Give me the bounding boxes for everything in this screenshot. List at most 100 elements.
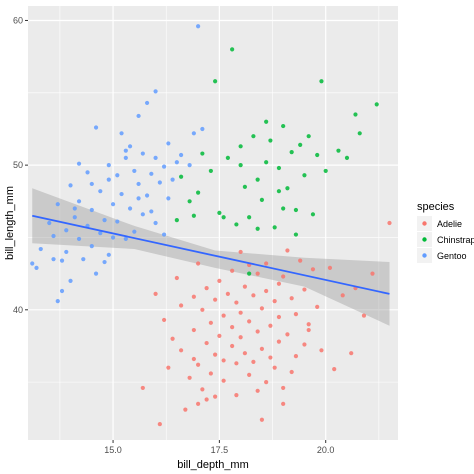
point-adelie	[204, 286, 209, 291]
point-adelie	[255, 388, 260, 393]
point-gentoo	[68, 278, 73, 283]
legend: species Adelie Chinstrap Gentoo	[417, 201, 474, 263]
point-adelie	[264, 288, 269, 294]
point-adelie	[238, 335, 243, 340]
point-chinstrap	[217, 210, 222, 215]
point-gentoo	[149, 171, 154, 176]
point-chinstrap	[276, 165, 282, 171]
point-chinstrap	[344, 155, 350, 160]
point-chinstrap	[259, 197, 265, 202]
point-gentoo	[102, 218, 107, 223]
point-chinstrap	[187, 199, 192, 204]
point-chinstrap	[179, 174, 184, 179]
point-adelie	[272, 299, 277, 304]
point-gentoo	[179, 152, 184, 158]
point-adelie	[225, 291, 230, 296]
data-points-layer	[30, 24, 392, 427]
point-gentoo	[115, 173, 120, 178]
y-tick-label: 50	[13, 160, 23, 170]
point-chinstrap	[196, 190, 201, 195]
point-adelie	[247, 319, 252, 324]
point-adelie	[221, 313, 226, 318]
point-adelie	[208, 371, 213, 376]
point-gentoo	[149, 209, 154, 214]
point-gentoo	[166, 141, 171, 146]
point-adelie	[268, 355, 273, 360]
legend-symbol-adelie	[422, 221, 427, 226]
point-gentoo	[59, 258, 65, 263]
point-adelie	[204, 340, 209, 346]
point-adelie	[293, 312, 299, 317]
point-adelie	[361, 313, 367, 318]
point-gentoo	[98, 189, 103, 194]
point-gentoo	[51, 233, 56, 239]
point-gentoo	[55, 202, 60, 207]
point-adelie	[208, 320, 213, 325]
point-chinstrap	[268, 138, 273, 143]
point-adelie	[191, 327, 196, 333]
y-tick-label: 40	[13, 305, 23, 315]
point-adelie	[234, 393, 239, 398]
point-chinstrap	[319, 79, 324, 84]
point-adelie	[319, 348, 324, 353]
x-tick-label: 20.0	[317, 445, 335, 455]
point-gentoo	[140, 212, 145, 217]
point-chinstrap	[174, 218, 179, 223]
point-gentoo	[123, 155, 128, 160]
point-adelie	[281, 274, 286, 279]
point-adelie	[255, 329, 260, 334]
point-gentoo	[136, 196, 141, 201]
point-adelie	[251, 293, 256, 298]
point-gentoo	[76, 161, 82, 166]
minor-gridlines	[28, 6, 398, 440]
point-gentoo	[34, 265, 39, 270]
y-axis-ticks: 40 50 60	[13, 15, 28, 315]
point-chinstrap	[298, 142, 303, 147]
point-adelie	[230, 325, 235, 330]
point-gentoo	[153, 220, 158, 226]
point-gentoo	[200, 126, 205, 132]
point-gentoo	[106, 163, 111, 168]
point-adelie	[349, 351, 354, 356]
confidence-band	[32, 188, 390, 326]
point-adelie	[242, 351, 247, 356]
point-chinstrap	[251, 134, 256, 139]
y-tick-label: 60	[13, 15, 23, 25]
point-adelie	[298, 258, 303, 263]
point-gentoo	[106, 177, 111, 182]
point-gentoo	[157, 180, 162, 185]
point-adelie	[289, 369, 294, 375]
point-adelie	[213, 297, 218, 302]
point-gentoo	[161, 164, 167, 169]
point-adelie	[255, 271, 260, 276]
point-chinstrap	[242, 184, 247, 189]
point-chinstrap	[306, 134, 311, 139]
point-adelie	[183, 407, 188, 412]
point-gentoo	[110, 235, 116, 240]
point-gentoo	[76, 199, 82, 204]
point-chinstrap	[323, 168, 328, 174]
point-gentoo	[132, 229, 137, 234]
point-gentoo	[93, 271, 99, 276]
point-gentoo	[98, 231, 103, 236]
point-gentoo	[89, 244, 94, 249]
point-gentoo	[89, 207, 94, 213]
point-gentoo	[64, 249, 69, 255]
point-adelie	[213, 394, 218, 399]
point-adelie	[238, 310, 243, 315]
point-gentoo	[187, 163, 192, 168]
point-gentoo	[51, 257, 56, 262]
point-adelie	[179, 348, 184, 353]
legend-label-gentoo: Gentoo	[437, 251, 467, 261]
x-tick-label: 15.0	[104, 445, 122, 455]
plot-panel	[28, 6, 398, 440]
point-adelie	[272, 365, 277, 370]
y-axis-title: bill_length_mm	[4, 186, 16, 260]
point-chinstrap	[255, 226, 260, 231]
point-chinstrap	[230, 47, 235, 52]
point-gentoo	[72, 215, 77, 220]
point-adelie	[166, 365, 171, 370]
point-adelie	[332, 367, 337, 372]
point-gentoo	[153, 155, 158, 160]
point-adelie	[217, 333, 222, 338]
